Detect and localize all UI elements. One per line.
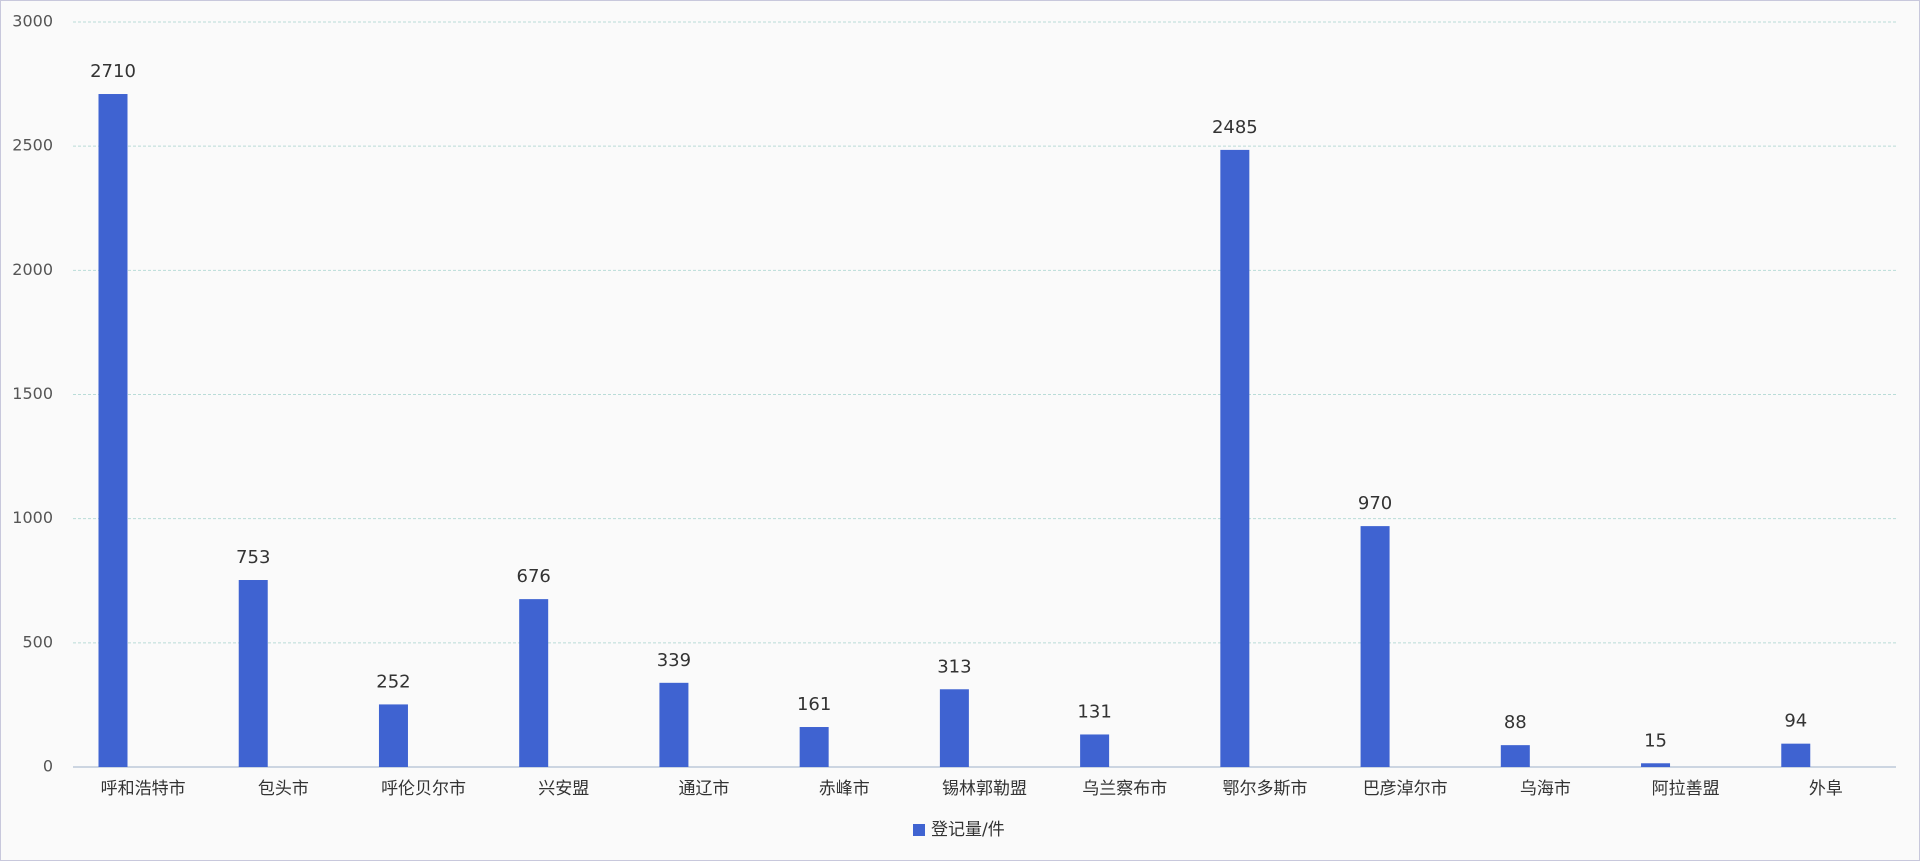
bar [1641, 763, 1671, 767]
value-label: 753 [236, 547, 270, 568]
bar [1080, 734, 1110, 767]
value-label: 15 [1644, 730, 1667, 751]
value-label: 2710 [90, 61, 136, 82]
value-label: 676 [517, 566, 551, 587]
bar [98, 94, 128, 768]
bar [659, 682, 689, 767]
x-tick-label: 通辽市 [679, 779, 730, 799]
value-label: 313 [937, 656, 971, 677]
value-label: 252 [376, 671, 410, 692]
value-label: 88 [1504, 712, 1527, 733]
value-label: 131 [1077, 701, 1111, 722]
y-tick-label: 3000 [12, 12, 53, 31]
x-tick-label: 呼伦贝尔市 [381, 779, 466, 799]
bar [238, 580, 268, 767]
x-tick-label: 乌兰察布市 [1082, 779, 1167, 799]
x-tick-label: 鄂尔多斯市 [1222, 779, 1307, 799]
bar [378, 704, 408, 767]
legend-swatch [913, 824, 925, 836]
y-tick-label: 2500 [12, 136, 53, 155]
value-label: 2485 [1212, 117, 1258, 138]
x-tick-label: 锡林郭勒盟 [942, 779, 1027, 799]
x-tick-label: 乌海市 [1520, 779, 1571, 799]
x-tick-label: 阿拉善盟 [1652, 779, 1720, 799]
value-label: 161 [797, 694, 831, 715]
x-tick-label: 呼和浩特市 [101, 779, 186, 799]
legend-label: 登记量/件 [931, 820, 1005, 840]
y-tick-label: 1000 [12, 508, 53, 527]
bar [1220, 149, 1250, 767]
bar [1360, 526, 1390, 767]
bar [939, 689, 969, 767]
x-tick-label: 巴彦淖尔市 [1363, 779, 1448, 799]
y-tick-label: 0 [43, 757, 53, 776]
x-tick-label: 外阜 [1809, 779, 1843, 799]
y-tick-label: 1500 [12, 384, 53, 403]
value-label: 970 [1358, 493, 1392, 514]
x-tick-label: 赤峰市 [819, 779, 870, 799]
bar [1500, 745, 1530, 767]
value-label: 94 [1784, 711, 1807, 732]
x-tick-label: 包头市 [258, 779, 309, 799]
x-tick-label: 兴安盟 [538, 779, 589, 799]
bar [799, 727, 829, 767]
bar [1781, 743, 1811, 767]
bar [519, 599, 549, 767]
value-label: 339 [657, 650, 691, 671]
y-tick-label: 2000 [12, 260, 53, 279]
y-tick-label: 500 [22, 632, 53, 651]
